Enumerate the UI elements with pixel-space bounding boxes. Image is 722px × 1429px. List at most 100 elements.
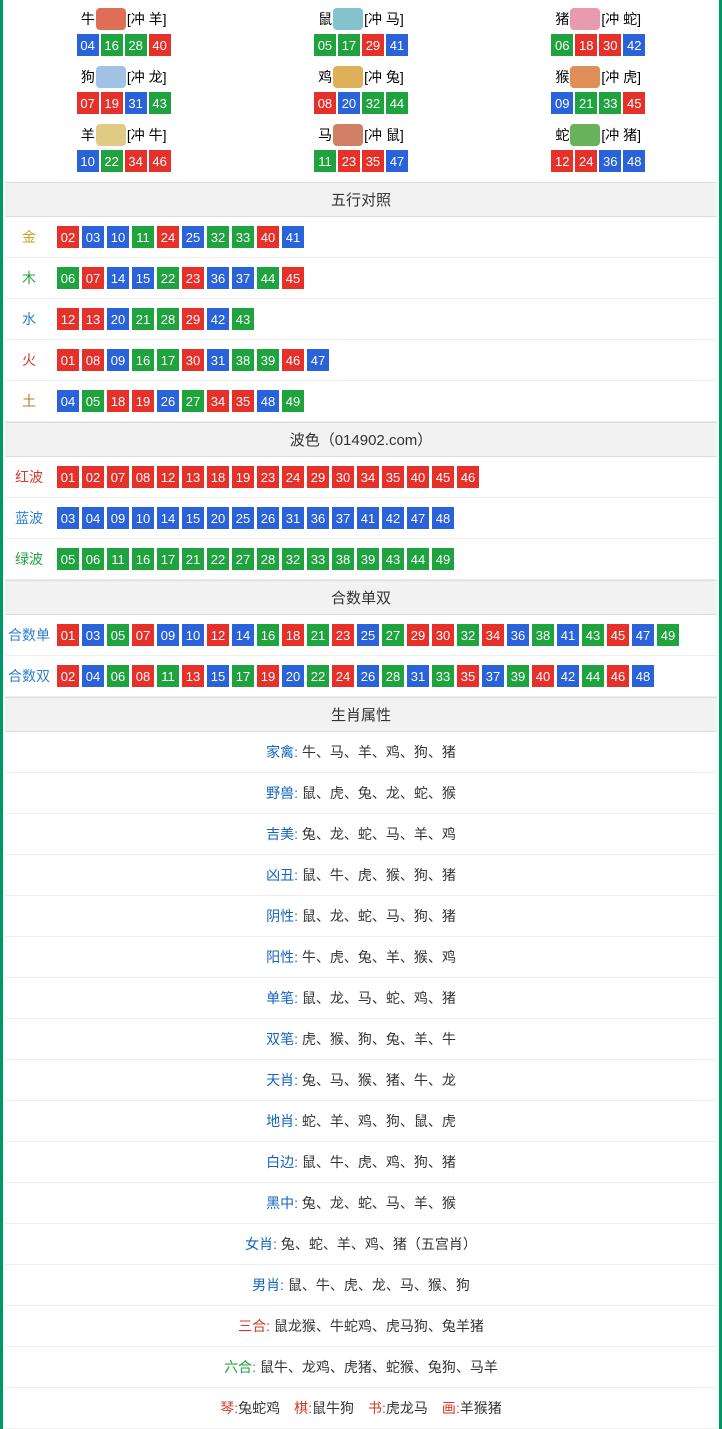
row-label: 红波 bbox=[5, 457, 53, 497]
number-ball: 06 bbox=[82, 548, 104, 570]
attr-row: 地肖: 蛇、羊、鸡、狗、鼠、虎 bbox=[5, 1101, 717, 1142]
zodiac-ball-row: 11233547 bbox=[242, 150, 479, 172]
attr-label: 家禽: bbox=[266, 744, 298, 760]
attr-value: 鼠、牛、虎、龙、马、猴、狗 bbox=[288, 1277, 470, 1293]
number-ball: 29 bbox=[407, 624, 429, 646]
number-ball: 05 bbox=[57, 548, 79, 570]
number-ball: 20 bbox=[338, 92, 360, 114]
number-ball: 35 bbox=[457, 665, 479, 687]
zodiac-icon bbox=[570, 66, 600, 88]
number-ball: 20 bbox=[282, 665, 304, 687]
attr-value: 鼠、牛、虎、猴、狗、猪 bbox=[298, 867, 456, 883]
number-ball: 09 bbox=[107, 349, 129, 371]
row-label: 绿波 bbox=[5, 539, 53, 579]
number-ball: 06 bbox=[551, 34, 573, 56]
number-ball: 10 bbox=[132, 507, 154, 529]
number-ball: 19 bbox=[101, 92, 123, 114]
zodiac-grid: 牛[冲 羊]04162840鼠[冲 马]05172941猪[冲 蛇]061830… bbox=[5, 0, 717, 182]
number-ball: 06 bbox=[107, 665, 129, 687]
number-ball: 44 bbox=[582, 665, 604, 687]
number-ball: 42 bbox=[207, 308, 229, 330]
attr-value: 鼠龙猴、牛蛇鸡、虎马狗、兔羊猪 bbox=[274, 1318, 484, 1334]
attr-label: 男肖: bbox=[252, 1277, 288, 1293]
zodiac-title: 蛇[冲 猪] bbox=[555, 124, 641, 146]
zodiac-ball-row: 07193143 bbox=[5, 92, 242, 114]
number-ball: 40 bbox=[149, 34, 171, 56]
number-ball: 45 bbox=[623, 92, 645, 114]
number-ball: 46 bbox=[457, 466, 479, 488]
number-ball: 24 bbox=[157, 226, 179, 248]
attr-row: 单笔: 鼠、龙、马、蛇、鸡、猪 bbox=[5, 978, 717, 1019]
zodiac-icon bbox=[333, 124, 363, 146]
number-ball: 17 bbox=[232, 665, 254, 687]
zodiac-title: 狗[冲 龙] bbox=[81, 66, 167, 88]
number-ball: 05 bbox=[107, 624, 129, 646]
number-ball: 14 bbox=[157, 507, 179, 529]
number-ball: 07 bbox=[132, 624, 154, 646]
number-ball: 08 bbox=[132, 665, 154, 687]
number-ball: 17 bbox=[157, 349, 179, 371]
number-ball: 36 bbox=[507, 624, 529, 646]
number-ball: 19 bbox=[257, 665, 279, 687]
number-ball: 02 bbox=[57, 226, 79, 248]
number-ball: 16 bbox=[257, 624, 279, 646]
table-row: 合数单0103050709101214161821232527293032343… bbox=[5, 615, 717, 656]
zodiac-cell: 猴[冲 虎]09213345 bbox=[480, 62, 717, 120]
number-ball: 41 bbox=[386, 34, 408, 56]
number-ball: 04 bbox=[57, 390, 79, 412]
number-ball: 49 bbox=[282, 390, 304, 412]
zodiac-icon bbox=[333, 66, 363, 88]
row-balls: 0103050709101214161821232527293032343638… bbox=[53, 616, 717, 654]
zodiac-conflict: [冲 龙] bbox=[127, 67, 167, 87]
zodiac-title: 牛[冲 羊] bbox=[81, 8, 167, 30]
attr-value: 兔、马、猴、猪、牛、龙 bbox=[298, 1072, 456, 1088]
attr-label: 三合: bbox=[238, 1318, 274, 1334]
zodiac-conflict: [冲 虎] bbox=[601, 67, 641, 87]
number-ball: 13 bbox=[182, 665, 204, 687]
number-ball: 26 bbox=[357, 665, 379, 687]
number-ball: 41 bbox=[282, 226, 304, 248]
number-ball: 40 bbox=[407, 466, 429, 488]
number-ball: 33 bbox=[432, 665, 454, 687]
number-ball: 42 bbox=[382, 507, 404, 529]
number-ball: 23 bbox=[182, 267, 204, 289]
number-ball: 21 bbox=[575, 92, 597, 114]
attr-label: 琴: bbox=[220, 1400, 238, 1416]
number-ball: 12 bbox=[57, 308, 79, 330]
number-ball: 42 bbox=[557, 665, 579, 687]
number-ball: 19 bbox=[232, 466, 254, 488]
attr-label: 野兽: bbox=[266, 785, 298, 801]
number-ball: 34 bbox=[357, 466, 379, 488]
attr-value: 鼠、牛、虎、鸡、狗、猪 bbox=[298, 1154, 456, 1170]
number-ball: 15 bbox=[182, 507, 204, 529]
number-ball: 48 bbox=[257, 390, 279, 412]
table-row: 木06071415222336374445 bbox=[5, 258, 717, 299]
row-label: 金 bbox=[5, 217, 53, 257]
number-ball: 47 bbox=[632, 624, 654, 646]
row-balls: 05061116172122272832333839434449 bbox=[53, 540, 717, 578]
table-row: 绿波05061116172122272832333839434449 bbox=[5, 539, 717, 580]
number-ball: 27 bbox=[182, 390, 204, 412]
zodiac-conflict: [冲 鼠] bbox=[364, 125, 404, 145]
attr-label: 棋: bbox=[294, 1400, 312, 1416]
zodiac-cell: 狗[冲 龙] 07193143 bbox=[5, 62, 242, 120]
number-ball: 12 bbox=[207, 624, 229, 646]
number-ball: 37 bbox=[232, 267, 254, 289]
zodiac-conflict: [冲 牛] bbox=[127, 125, 167, 145]
attr-label: 阳性: bbox=[266, 949, 298, 965]
zodiac-ball-row: 06183042 bbox=[480, 34, 717, 56]
number-ball: 18 bbox=[107, 390, 129, 412]
row-label: 木 bbox=[5, 258, 53, 298]
zodiac-ball-row: 12243648 bbox=[480, 150, 717, 172]
number-ball: 23 bbox=[257, 466, 279, 488]
number-ball: 10 bbox=[77, 150, 99, 172]
number-ball: 09 bbox=[107, 507, 129, 529]
number-ball: 28 bbox=[157, 308, 179, 330]
number-ball: 32 bbox=[282, 548, 304, 570]
number-ball: 33 bbox=[232, 226, 254, 248]
row-balls: 0102070812131819232429303435404546 bbox=[53, 458, 717, 496]
number-ball: 28 bbox=[257, 548, 279, 570]
attr-row: 吉美: 兔、龙、蛇、马、羊、鸡 bbox=[5, 814, 717, 855]
number-ball: 49 bbox=[657, 624, 679, 646]
zodiac-name: 蛇 bbox=[555, 125, 569, 145]
